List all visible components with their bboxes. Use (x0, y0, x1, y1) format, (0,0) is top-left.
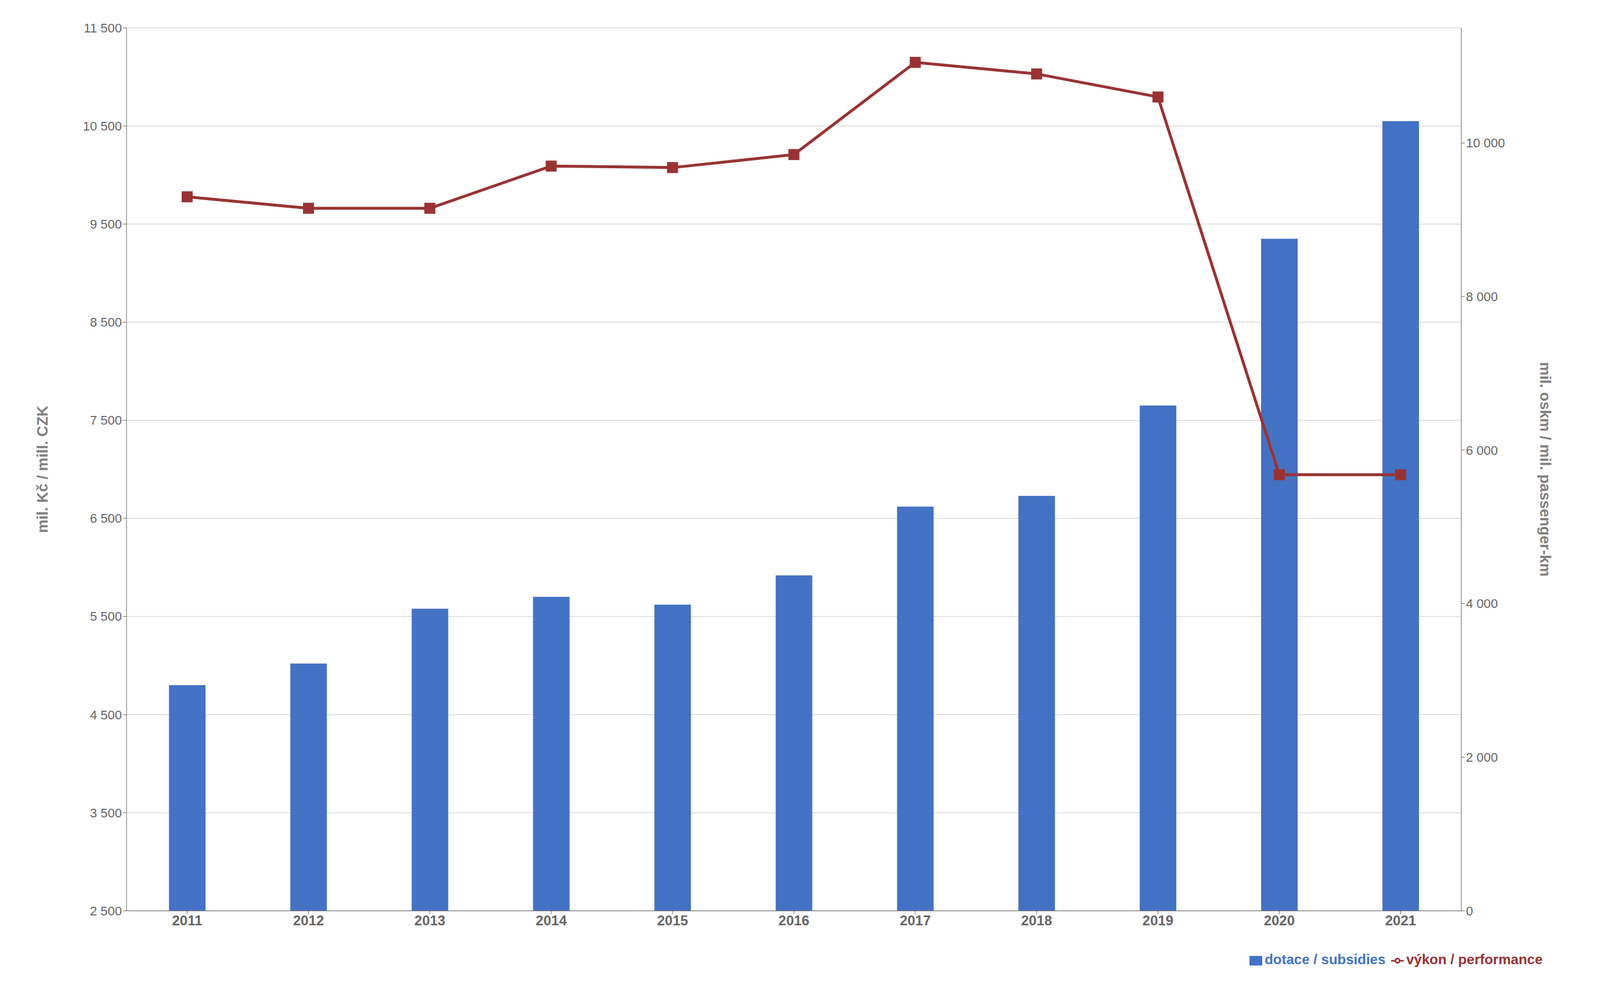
svg-text:2021: 2021 (1385, 912, 1417, 929)
svg-text:2018: 2018 (1020, 912, 1052, 929)
svg-text:2020: 2020 (1263, 912, 1295, 929)
svg-text:11 500: 11 500 (83, 20, 122, 36)
svg-text:0: 0 (1465, 904, 1473, 919)
svg-text:2 500: 2 500 (89, 904, 122, 919)
svg-text:4 500: 4 500 (89, 708, 122, 723)
svg-text:2017: 2017 (899, 912, 931, 929)
svg-text:6 000: 6 000 (1465, 443, 1498, 458)
svg-text:8 000: 8 000 (1465, 289, 1498, 305)
svg-text:2019: 2019 (1142, 912, 1174, 929)
svg-text:2011: 2011 (172, 912, 203, 929)
html-text:dotace / subsidies: dotace / subsidies (1264, 951, 1386, 968)
svg-text:mil. oskm / mil. passenger-km: mil. oskm / mil. passenger-km (1536, 362, 1555, 577)
svg-text:2014: 2014 (535, 912, 567, 929)
svg-text:10 500: 10 500 (82, 118, 122, 134)
svg-text:2 000: 2 000 (1465, 750, 1498, 765)
svg-text:8 500: 8 500 (89, 315, 122, 330)
html-text:výkon / performance: výkon / performance (1406, 951, 1543, 968)
svg-text:6 500: 6 500 (89, 511, 122, 526)
svg-text:2016: 2016 (778, 912, 809, 929)
svg-text:10 000: 10 000 (1465, 135, 1505, 151)
svg-text:mil. Kč / mill. CZK: mil. Kč / mill. CZK (33, 405, 52, 534)
svg-text:5 500: 5 500 (89, 609, 122, 624)
svg-text:2012: 2012 (293, 912, 324, 929)
svg-text:7 500: 7 500 (89, 413, 122, 428)
svg-text:2015: 2015 (656, 912, 688, 929)
svg-text:4 000: 4 000 (1465, 596, 1498, 612)
svg-text:3 500: 3 500 (89, 806, 122, 821)
svg-text:2013: 2013 (414, 912, 446, 929)
svg-text:9 500: 9 500 (89, 217, 122, 232)
